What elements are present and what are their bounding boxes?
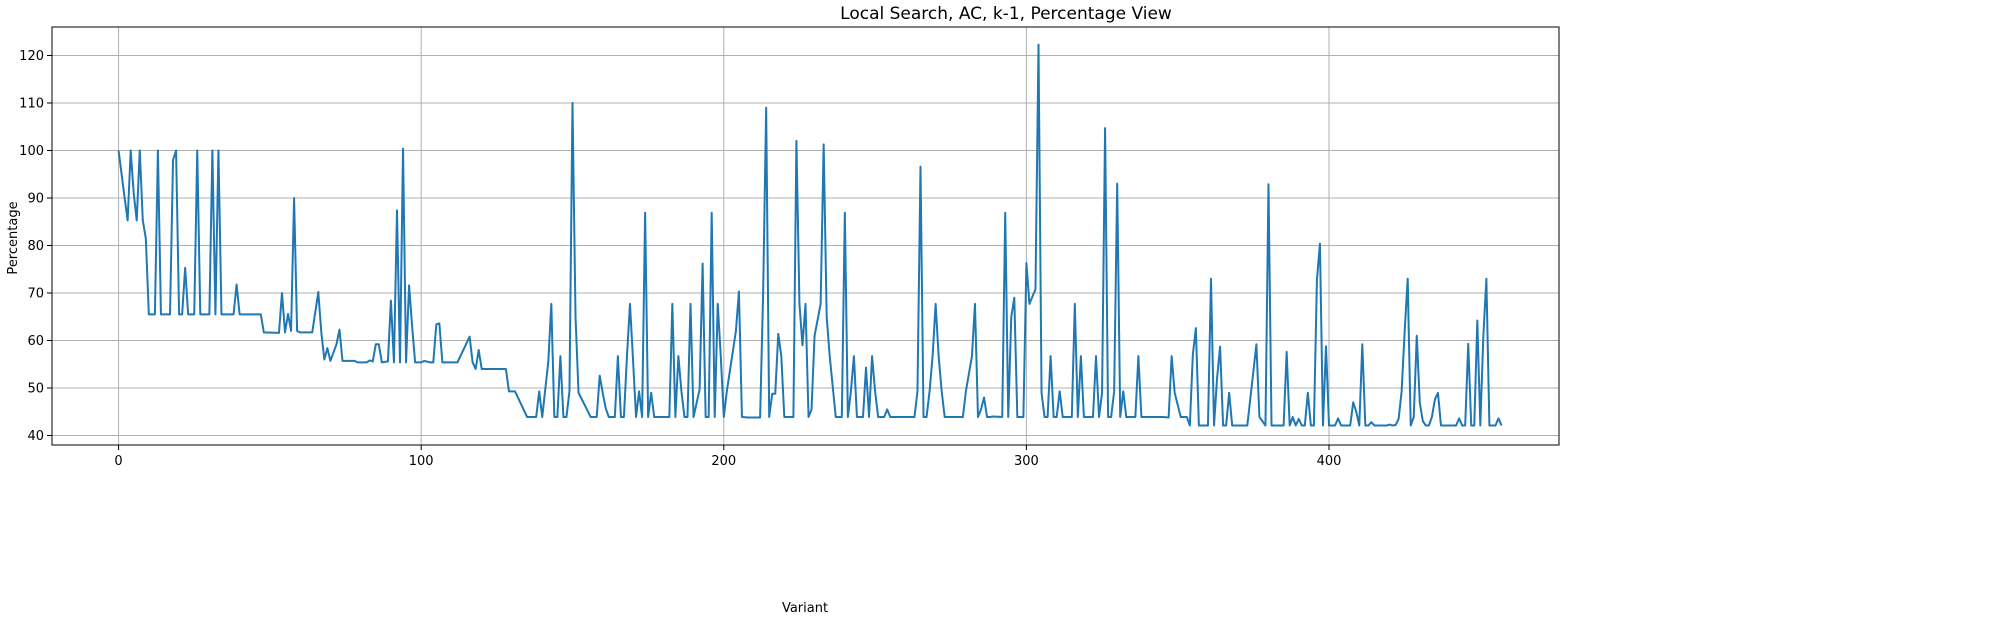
x-axis-ticks: 0 100 200 300 400 — [114, 445, 1341, 469]
series-line-path — [117, 43, 1503, 427]
series-line — [117, 43, 1503, 427]
y-tick-label: 40 — [27, 429, 44, 444]
x-tick-label: 300 — [1014, 454, 1039, 469]
y-tick-label: 90 — [27, 192, 44, 207]
plot-frame — [51, 26, 1560, 446]
grid — [52, 27, 1559, 445]
y-tick-label: 60 — [27, 334, 44, 349]
y-axis-label: Percentage — [6, 201, 21, 274]
axes — [51, 26, 1560, 446]
x-tick-label: 0 — [114, 454, 122, 469]
chart-title: Local Search, AC, k-1, Percentage View — [840, 4, 1172, 24]
y-tick-label: 80 — [27, 239, 44, 254]
y-tick-label: 120 — [19, 49, 44, 64]
x-tick-label: 400 — [1317, 454, 1342, 469]
x-axis-label: Variant — [782, 601, 828, 616]
x-tick-label: 100 — [409, 454, 434, 469]
y-tick-label: 50 — [27, 382, 44, 397]
y-tick-label: 110 — [19, 97, 44, 112]
y-tick-label: 70 — [27, 287, 44, 302]
y-axis-ticks: 40 50 60 70 80 90 100 110 120 — [19, 49, 52, 444]
x-tick-label: 200 — [711, 454, 736, 469]
y-tick-label: 100 — [19, 144, 44, 159]
